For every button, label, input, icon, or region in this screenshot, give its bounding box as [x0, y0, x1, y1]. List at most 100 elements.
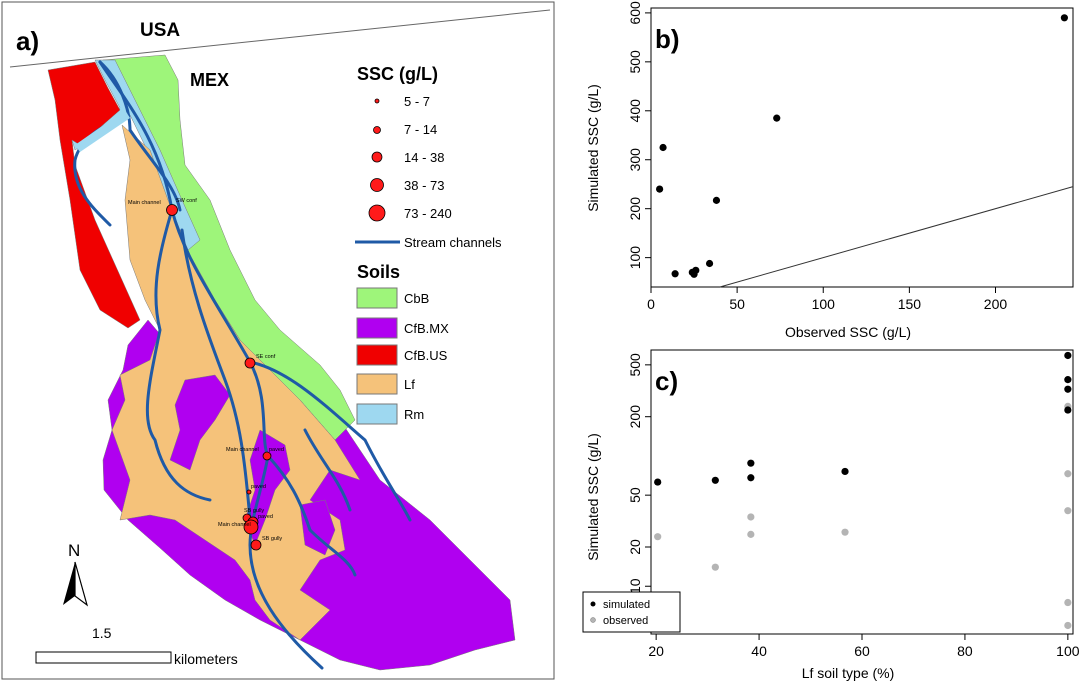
- sample-site: [243, 519, 259, 535]
- legend-symbol-observed: [590, 617, 596, 623]
- data-point-b: [659, 143, 667, 152]
- data-point-observed: [1064, 598, 1072, 607]
- x-tick-label-b: 200: [984, 296, 1008, 312]
- data-point-observed: [747, 530, 755, 538]
- data-point-simulated: [711, 476, 719, 484]
- sample-site: [244, 357, 256, 369]
- country-label-mex: MEX: [190, 70, 229, 90]
- legend-label-observed: observed: [603, 615, 648, 627]
- country-label-usa: USA: [140, 20, 180, 41]
- data-point-simulated: [1064, 376, 1072, 384]
- stream-west-branch: [145, 208, 212, 502]
- soil-legend-label: CfB.US: [404, 348, 448, 363]
- ssc-class-label: 38 - 73: [404, 178, 444, 193]
- panel-label-b: b): [655, 24, 680, 54]
- plot-b-frame: [650, 7, 1074, 288]
- stream-east-branch: [248, 360, 412, 522]
- data-point-observed: [1064, 507, 1072, 515]
- y-tick-label-b: 200: [627, 197, 643, 221]
- site-label: SB gully: [262, 536, 282, 542]
- data-point-simulated: [747, 459, 755, 467]
- soil-swatch-lf: [356, 373, 398, 395]
- soil-swatch-cbb: [356, 287, 398, 309]
- ssc-legend-symbol: [368, 204, 386, 222]
- sample-site: [246, 489, 252, 495]
- sample-site: [250, 539, 262, 551]
- data-point-observed: [841, 528, 849, 536]
- data-point-simulated: [1064, 385, 1072, 393]
- ssc-class-label: 5 - 7: [404, 94, 430, 109]
- data-point-simulated: [1064, 406, 1072, 414]
- x-axis-label-c: Lf soil type (%): [802, 665, 895, 681]
- site-label: SE conf: [256, 354, 276, 360]
- ssc-legend-symbol: [373, 126, 381, 134]
- data-point-observed: [654, 533, 662, 541]
- y-tick-label-b: 400: [627, 99, 643, 123]
- data-point-b: [773, 114, 781, 122]
- data-point-observed: [1064, 621, 1072, 630]
- x-tick-label-b: 100: [812, 296, 836, 312]
- x-tick-label-c: 60: [854, 643, 870, 659]
- ssc-class-label: 14 - 38: [404, 150, 444, 165]
- y-tick-label-c: 50: [627, 487, 643, 503]
- data-point-b: [1060, 14, 1068, 22]
- y-axis-label-c: Simulated SSC (g/L): [585, 433, 601, 561]
- reference-line: [719, 186, 1074, 288]
- y-tick-label-c: 200: [627, 405, 643, 429]
- stream-minor-branch: [303, 428, 352, 512]
- stream-main-channel: [98, 60, 324, 670]
- ssc-legend-symbol: [374, 98, 380, 104]
- site-label: Main channel: [226, 447, 259, 453]
- data-point-b: [705, 259, 714, 268]
- ssc-legend-title: SSC (g/L): [357, 64, 438, 84]
- site-label: paved: [258, 514, 273, 520]
- scatter-plot-b: 0 50 100 150 200 100 200 300 400 500 600 b) Observ…: [585, 1, 1074, 340]
- soil-cfb-mx-polygon: [299, 499, 336, 556]
- soil-swatch-cfb-mx: [356, 317, 398, 339]
- legend-label-simulated: simulated: [603, 599, 650, 611]
- ssc-class-label: 73 - 240: [404, 206, 452, 221]
- soil-cfb-mx-polygon: [169, 374, 231, 471]
- sample-site: [166, 204, 178, 216]
- stream-north-branch: [98, 60, 182, 212]
- y-tick-label-b: 600: [627, 1, 643, 25]
- stream-central-branch: [180, 228, 252, 522]
- soil-legend-label: CbB: [404, 291, 429, 306]
- data-point-simulated: [841, 467, 849, 476]
- x-axis-label-b: Observed SSC (g/L): [785, 324, 911, 340]
- scale-bar: [35, 651, 172, 664]
- ssc-legend-symbols: [368, 98, 386, 222]
- site-label: SW conf: [176, 198, 197, 204]
- soil-cfb-us-polygon: [47, 61, 141, 329]
- north-arrow-label: N: [68, 541, 80, 560]
- data-point-b: [671, 270, 679, 278]
- data-point-b: [656, 185, 664, 193]
- rm-channel-light: [75, 110, 130, 152]
- stream-legend-label: Stream channels: [404, 235, 502, 250]
- sample-sites: [166, 204, 272, 551]
- x-tick-label-c: 100: [1056, 643, 1080, 659]
- scatter-plot-c: 204060801005102050200500 c) Lf soil type…: [582, 349, 1080, 681]
- site-label: Main channel: [218, 522, 251, 528]
- north-arrow-icon: [63, 561, 89, 607]
- sample-site: [262, 451, 272, 461]
- soil-legend-label: Lf: [404, 377, 415, 392]
- site-label: paved: [269, 447, 284, 453]
- soil-swatch-cfb-us: [356, 344, 398, 366]
- ssc-class-label: 7 - 14: [404, 122, 437, 137]
- y-tick-label-b: 300: [627, 148, 643, 172]
- data-point-simulated: [747, 474, 755, 482]
- legend-symbol-simulated: [590, 601, 596, 607]
- soil-legend-label: CfB.MX: [404, 321, 449, 336]
- scale-value: 1.5: [92, 625, 112, 641]
- scale-unit: kilometers: [174, 651, 238, 667]
- x-tick-label-b: 150: [898, 296, 922, 312]
- data-point-b: [712, 196, 721, 204]
- x-tick-label-c: 80: [957, 643, 973, 659]
- ssc-legend-symbol: [371, 151, 383, 163]
- panel-label-c: c): [655, 366, 678, 396]
- plot-c-frame: [650, 349, 1074, 635]
- data-point-simulated: [1064, 351, 1072, 360]
- y-axis-label-b: Simulated SSC (g/L): [585, 84, 601, 212]
- ssc-legend-symbol: [370, 178, 384, 192]
